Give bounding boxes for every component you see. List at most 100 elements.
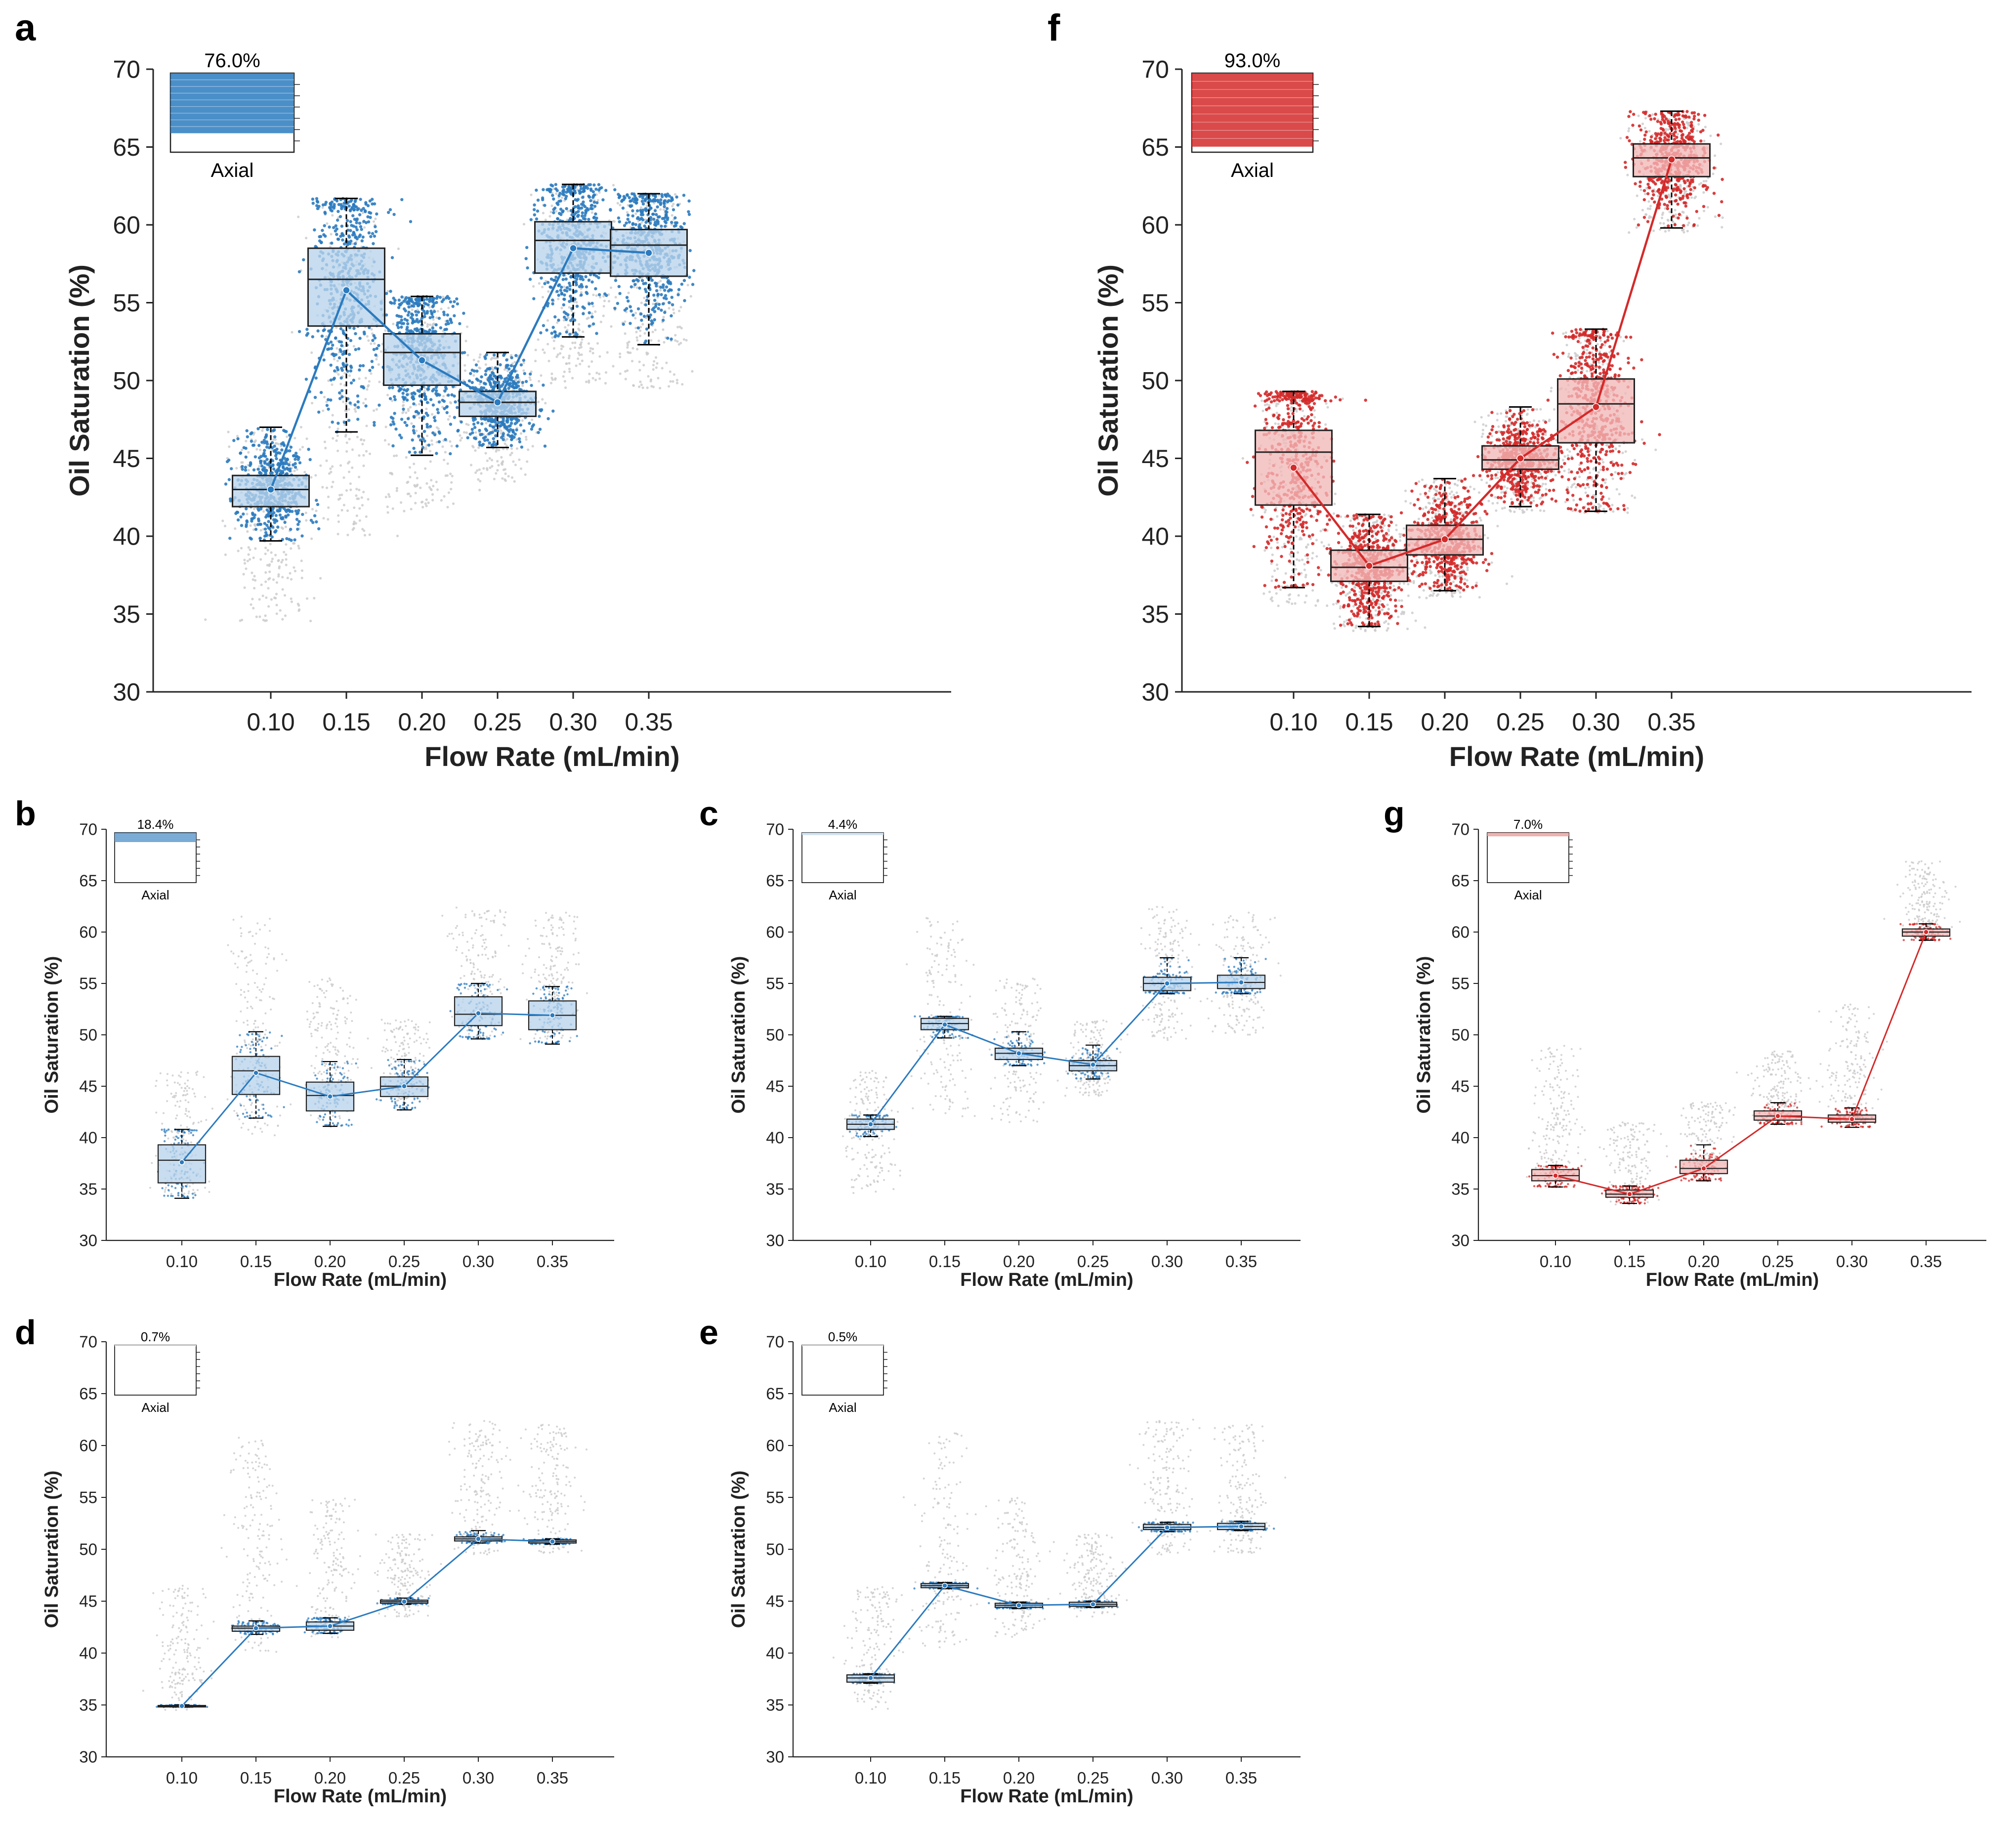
grey-point [650, 339, 653, 342]
data-point [276, 509, 279, 512]
grey-point [655, 366, 658, 369]
grey-point [364, 398, 367, 401]
grey-point [604, 382, 607, 385]
data-point [658, 215, 661, 218]
grey-point [365, 515, 368, 518]
grey-point [228, 445, 231, 448]
data-point [428, 425, 432, 428]
data-point [592, 183, 596, 187]
grey-point [331, 414, 334, 417]
grey-point [271, 557, 274, 560]
data-point [447, 297, 451, 300]
data-point [470, 427, 474, 431]
data-point [374, 230, 378, 233]
data-point [553, 330, 556, 334]
data-point [535, 188, 538, 192]
grey-point [588, 373, 591, 376]
grey-point [1319, 529, 1322, 533]
data-point [456, 429, 460, 433]
grey-point [431, 443, 434, 446]
grey-point [297, 545, 300, 548]
grey-point [527, 448, 530, 451]
grey-point [1305, 546, 1308, 549]
grey-point [297, 604, 300, 607]
data-point [556, 217, 559, 220]
data-point [625, 296, 629, 299]
data-point [317, 527, 321, 531]
data-point [547, 189, 551, 193]
grey-point [253, 440, 256, 443]
grey-point [363, 534, 367, 537]
data-point [369, 235, 373, 238]
grey-point [532, 285, 535, 288]
data-point [313, 396, 317, 399]
data-point [626, 193, 629, 197]
grey-point [477, 446, 480, 449]
data-point [589, 207, 592, 210]
data-point [577, 204, 580, 208]
grey-point [400, 501, 403, 504]
data-point [620, 200, 624, 203]
data-point [338, 391, 341, 395]
data-point [349, 220, 352, 223]
grey-point [345, 409, 348, 413]
grey-point [269, 543, 272, 546]
data-point [373, 421, 376, 425]
grey-point [463, 364, 466, 367]
data-point [330, 346, 334, 350]
data-point [508, 424, 512, 427]
data-point [392, 301, 396, 305]
data-point [282, 428, 286, 432]
grey-point [1276, 515, 1279, 518]
data-point [567, 188, 570, 192]
grey-point [638, 369, 641, 372]
data-point [261, 468, 265, 471]
grey-point [449, 401, 452, 404]
grey-point [560, 344, 563, 347]
grey-point [330, 470, 333, 473]
data-point [340, 224, 344, 228]
grey-point [384, 329, 387, 332]
data-point [273, 444, 276, 448]
data-point [449, 423, 453, 426]
grey-point [538, 380, 541, 383]
grey-point [549, 211, 552, 213]
data-point [333, 203, 336, 206]
data-point [322, 358, 326, 362]
data-point [584, 217, 587, 221]
data-point [562, 273, 566, 277]
grey-point [484, 452, 487, 455]
grey-point [634, 317, 637, 320]
grey-point [290, 547, 293, 550]
data-point [565, 207, 568, 211]
data-point [437, 440, 441, 444]
grey-point [348, 374, 351, 377]
data-point [546, 281, 550, 284]
grey-point [375, 358, 378, 361]
mean-marker [494, 398, 502, 406]
grey-point [348, 461, 351, 464]
grey-point [387, 443, 390, 446]
data-point [389, 290, 392, 293]
data-point [257, 444, 261, 447]
data-point [670, 314, 673, 318]
data-point [618, 220, 621, 223]
grey-point [309, 619, 312, 623]
data-point [417, 329, 420, 332]
grey-point [270, 598, 273, 601]
grey-point [304, 511, 307, 514]
data-point [505, 419, 509, 423]
data-point [425, 401, 429, 404]
data-point [492, 353, 496, 357]
y-tick-label: 60 [113, 212, 140, 239]
data-point [524, 257, 528, 260]
grey-point [528, 376, 531, 379]
grey-point [568, 370, 571, 373]
data-point [402, 407, 405, 411]
grey-point [1283, 543, 1286, 546]
grey-point [459, 434, 462, 437]
data-point [440, 300, 444, 303]
data-point [410, 304, 414, 308]
grey-point [505, 444, 508, 447]
grey-point [537, 338, 540, 341]
